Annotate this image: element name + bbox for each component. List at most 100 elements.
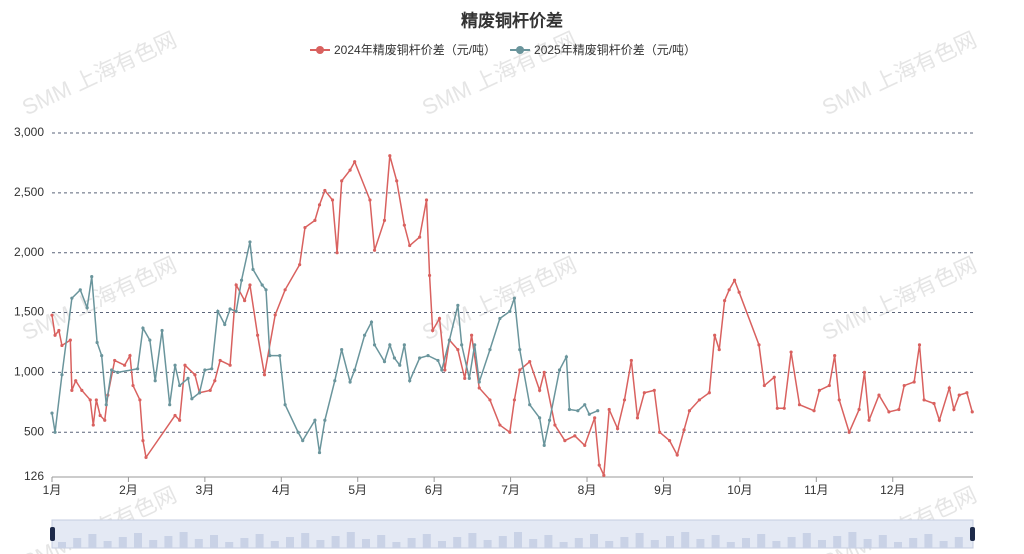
point <box>218 358 222 363</box>
point <box>382 360 387 364</box>
point <box>388 343 392 347</box>
point <box>418 235 422 239</box>
point <box>148 338 152 342</box>
point <box>902 383 906 388</box>
point <box>228 363 232 367</box>
slider-preview <box>88 534 97 548</box>
x-tick-label: 10月 <box>727 483 752 497</box>
point <box>970 410 974 414</box>
slider-preview <box>574 538 583 548</box>
point <box>80 388 84 392</box>
point <box>296 430 300 434</box>
slider-preview <box>818 540 826 548</box>
point <box>330 198 335 202</box>
point <box>658 430 662 434</box>
point <box>615 427 620 431</box>
point <box>922 398 926 402</box>
point <box>94 398 98 402</box>
point <box>538 416 542 420</box>
point <box>547 418 552 422</box>
slider-preview <box>726 542 735 548</box>
point <box>837 398 841 402</box>
slider-preview <box>149 540 158 548</box>
point <box>178 418 182 422</box>
slider-preview <box>286 537 294 548</box>
series-line <box>51 155 973 476</box>
x-tick-label: 12月 <box>880 483 905 497</box>
point <box>867 418 871 422</box>
watermark: SMM 上海有色网 <box>418 252 580 345</box>
slider-handle[interactable] <box>50 527 55 541</box>
slider-preview <box>939 541 948 548</box>
point <box>498 316 502 321</box>
x-tick-label: 6月 <box>425 483 444 497</box>
x-tick-label: 8月 <box>578 483 597 497</box>
point <box>470 333 474 337</box>
point <box>607 407 611 412</box>
x-tick-label: 5月 <box>348 483 367 497</box>
point <box>932 401 936 406</box>
point <box>138 398 142 402</box>
x-tick-label: 2月 <box>119 483 138 497</box>
point <box>60 343 64 348</box>
point <box>436 358 440 363</box>
point <box>722 298 727 303</box>
point <box>667 439 672 443</box>
point <box>707 391 711 395</box>
point <box>210 367 214 371</box>
point <box>113 358 117 363</box>
point <box>518 368 522 372</box>
point <box>538 388 542 392</box>
slider-preview <box>666 536 674 548</box>
point <box>498 423 502 427</box>
point <box>553 423 557 427</box>
point <box>727 288 731 292</box>
point <box>131 383 135 388</box>
point <box>353 160 357 164</box>
point <box>408 379 412 383</box>
point <box>817 388 821 392</box>
point <box>431 328 435 333</box>
point <box>283 403 287 407</box>
point <box>70 296 74 300</box>
slider-preview <box>590 534 598 548</box>
point <box>593 416 597 420</box>
point <box>103 418 107 422</box>
x-tick-label: 7月 <box>501 483 520 497</box>
point <box>53 333 57 337</box>
point <box>427 273 432 278</box>
point <box>583 443 587 448</box>
point <box>317 203 322 207</box>
point <box>456 303 460 307</box>
slider-preview <box>954 537 963 548</box>
slider-preview <box>73 538 82 548</box>
slider-preview <box>103 541 112 548</box>
slider-preview <box>134 533 142 548</box>
point <box>190 397 194 401</box>
slider-preview <box>194 539 203 548</box>
point <box>418 356 422 360</box>
point <box>395 179 399 183</box>
point <box>947 386 951 390</box>
point <box>508 309 512 313</box>
point <box>596 409 600 413</box>
slider-preview <box>498 536 507 548</box>
point <box>303 225 307 230</box>
point <box>363 333 367 337</box>
slider-preview <box>210 535 218 548</box>
point <box>348 380 352 384</box>
point <box>283 288 287 292</box>
point <box>333 379 337 383</box>
slider-handle[interactable] <box>970 527 975 541</box>
point <box>68 338 72 342</box>
x-tick-label: 11月 <box>804 483 828 497</box>
point <box>216 309 220 313</box>
point <box>388 154 392 158</box>
slider-preview <box>863 539 872 548</box>
point <box>518 348 522 352</box>
point <box>186 376 190 380</box>
point <box>440 368 444 372</box>
point <box>542 443 546 448</box>
point <box>70 388 74 392</box>
point <box>897 407 901 412</box>
